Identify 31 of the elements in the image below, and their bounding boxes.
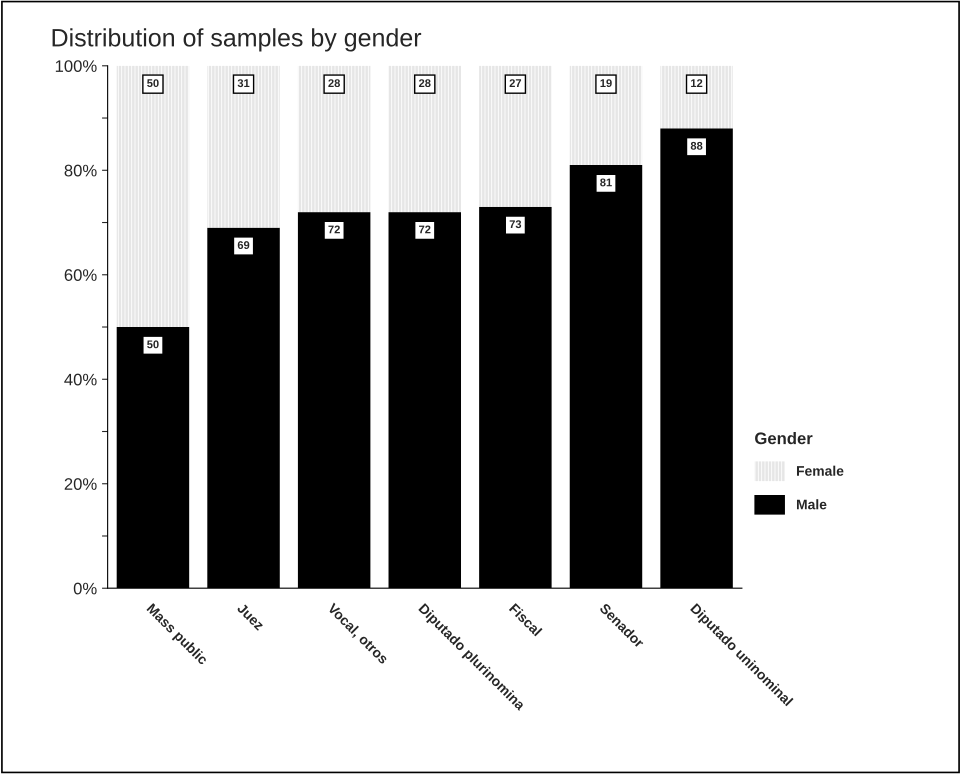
data-label: 28 bbox=[418, 79, 431, 88]
bar bbox=[207, 66, 280, 228]
data-label: 72 bbox=[328, 225, 340, 234]
y-tick-label: 40% bbox=[64, 374, 97, 386]
y-tick-label: 100% bbox=[56, 60, 97, 72]
data-label: 81 bbox=[600, 178, 612, 186]
data-label: 72 bbox=[419, 225, 430, 234]
data-label: 31 bbox=[238, 79, 250, 88]
bar bbox=[298, 66, 370, 212]
data-label: 69 bbox=[238, 241, 250, 250]
chart-title: Distribution of samples by gender bbox=[52, 28, 422, 52]
bar bbox=[116, 66, 190, 328]
data-label: 28 bbox=[328, 79, 340, 88]
bar bbox=[570, 66, 642, 166]
data-label: 12 bbox=[691, 79, 702, 87]
data-label: 50 bbox=[147, 340, 159, 348]
data-label: 73 bbox=[510, 220, 522, 228]
y-tick-label: 20% bbox=[64, 478, 97, 490]
data-label: 50 bbox=[147, 79, 159, 88]
y-tick-label: 60% bbox=[64, 269, 97, 281]
legend-label: Male bbox=[796, 499, 826, 510]
y-tick-label: 80% bbox=[64, 164, 97, 176]
y-tick-label: 0% bbox=[74, 582, 97, 594]
bar bbox=[388, 66, 462, 212]
legend-title: Gender bbox=[755, 432, 812, 444]
data-label: 27 bbox=[510, 79, 522, 87]
data-label: 19 bbox=[600, 79, 612, 88]
data-label: 88 bbox=[690, 142, 702, 150]
bar bbox=[660, 66, 733, 128]
legend-label: Female bbox=[796, 466, 844, 476]
bar bbox=[479, 66, 552, 207]
